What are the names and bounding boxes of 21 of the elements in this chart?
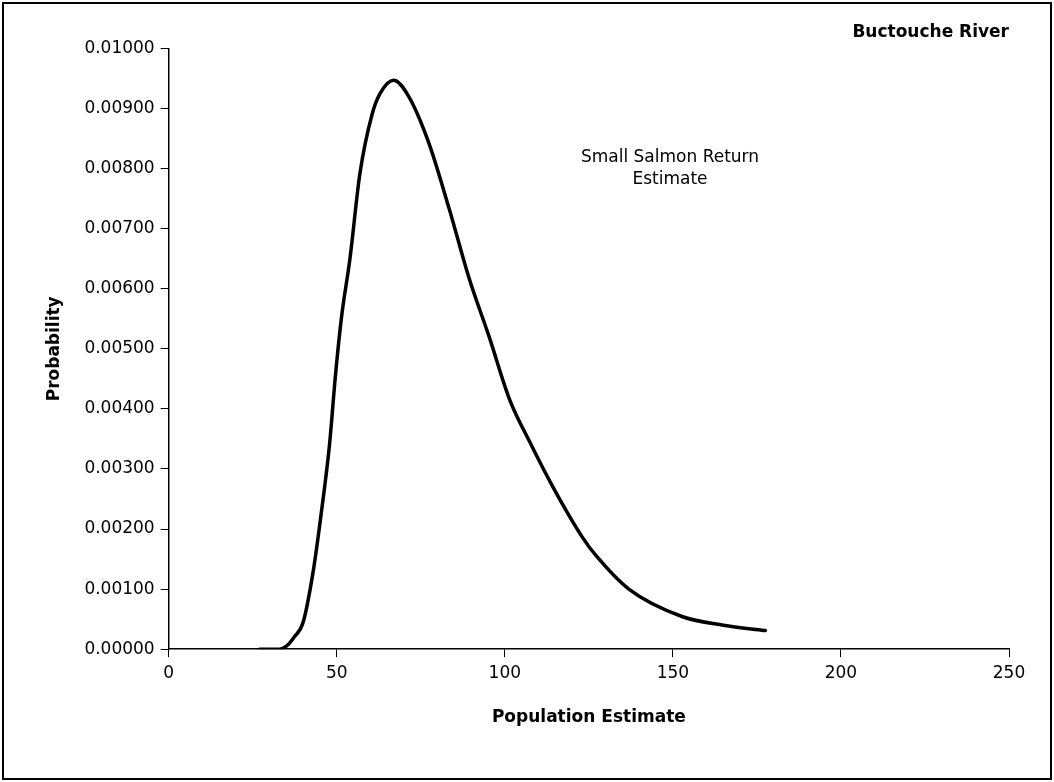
y-axis-title: Probability (42, 296, 63, 402)
y-tick-label: 0.00300 (84, 457, 155, 478)
y-tick-label: 0.00600 (84, 277, 155, 298)
y-tick-label: 0.00200 (84, 517, 155, 538)
y-tick-label: 0.00900 (84, 96, 155, 117)
y-tick-label: 0.01000 (84, 36, 155, 57)
x-tick-label: 200 (824, 661, 858, 682)
y-tick-label: 0.00800 (84, 156, 155, 177)
x-tick-label: 50 (325, 661, 348, 682)
y-tick-label: 0.00400 (84, 397, 155, 418)
x-tick-label: 150 (656, 661, 690, 682)
x-tick-label: 250 (992, 661, 1026, 682)
y-tick-label: 0.00700 (84, 217, 155, 238)
x-axis-title: Population Estimate (491, 706, 686, 727)
y-tick-label: 0.00000 (84, 637, 155, 658)
x-tick-label: 0 (163, 661, 175, 682)
x-tick-label: 100 (488, 661, 522, 682)
chart-title: Buctouche River (852, 20, 1010, 41)
y-tick-label: 0.00100 (84, 577, 155, 598)
annotation: Small Salmon Return Estimate (579, 145, 761, 190)
y-tick-label: 0.00500 (84, 337, 155, 358)
